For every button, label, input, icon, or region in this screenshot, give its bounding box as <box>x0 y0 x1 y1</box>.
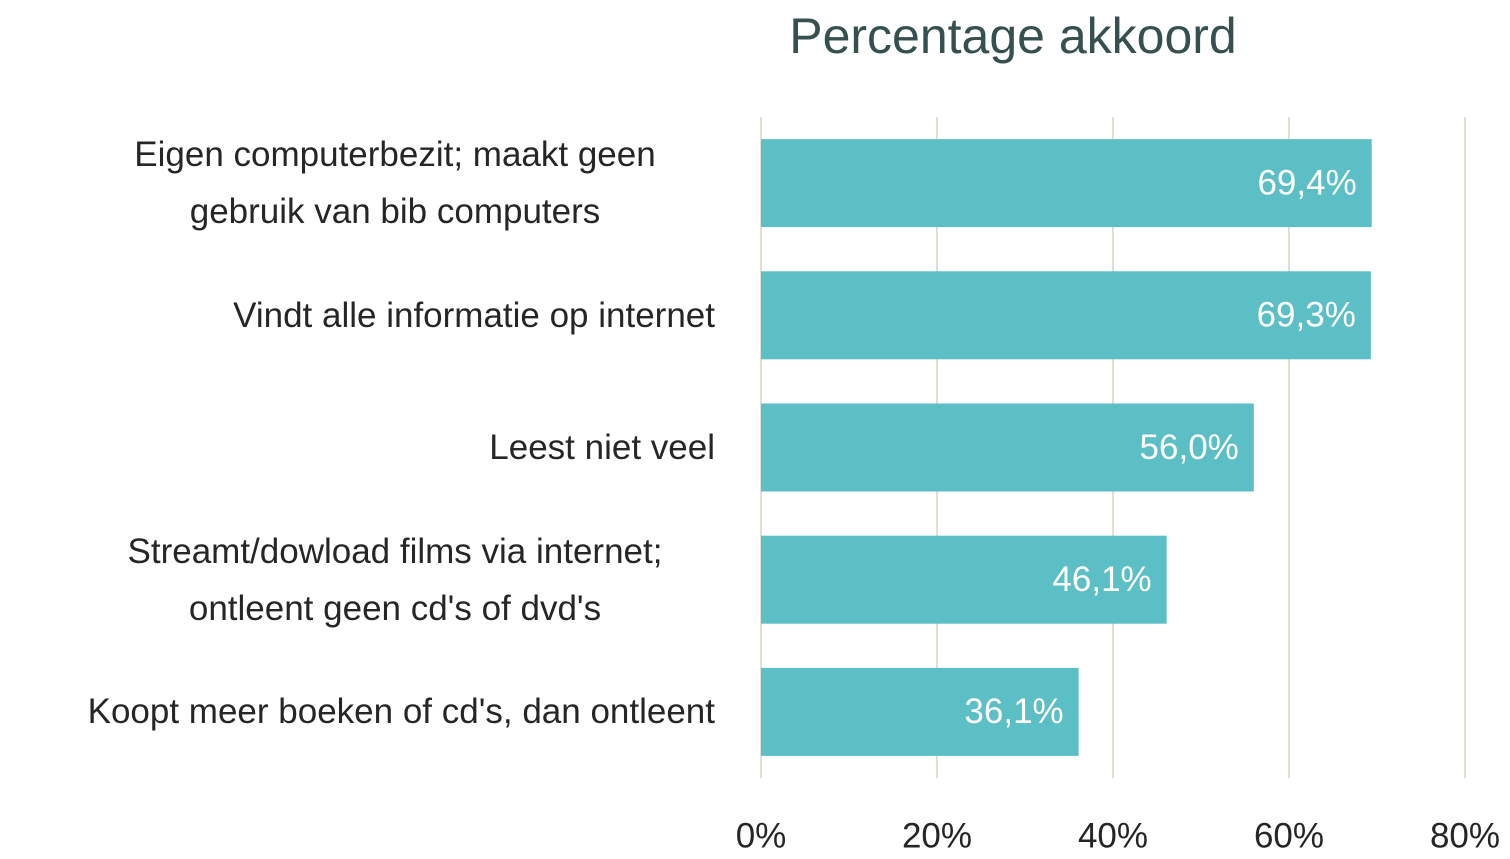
category-label-box: Koopt meer boeken of cd's, dan ontleent <box>0 646 715 778</box>
data-label: 36,1% <box>964 692 1063 731</box>
x-tick-label: 80% <box>1430 816 1500 855</box>
chart-title: Percentage akkoord <box>789 8 1237 64</box>
bar <box>761 667 1079 756</box>
x-tick-label: 40% <box>1078 816 1148 855</box>
y-tick-label: Eigen computerbezit; maakt geen gebruik … <box>134 135 656 231</box>
y-tick-label: Koopt meer boeken of cd's, dan ontleent <box>87 692 715 732</box>
bar <box>761 535 1167 624</box>
x-tick-label: 20% <box>902 816 972 855</box>
bar <box>761 403 1254 492</box>
data-label: 69,3% <box>1257 296 1356 335</box>
category-label-box: Eigen computerbezit; maakt geen gebruik … <box>0 117 715 249</box>
bar <box>761 139 1372 228</box>
x-tick-label: 0% <box>736 816 787 855</box>
y-tick-label: Vindt alle informatie op internet <box>233 295 715 335</box>
data-label: 56,0% <box>1140 428 1239 467</box>
y-tick-label: Leest niet veel <box>489 427 715 467</box>
data-label: 69,4% <box>1257 163 1356 202</box>
x-tick-label: 60% <box>1254 816 1324 855</box>
category-label-box: Vindt alle informatie op internet <box>0 249 715 381</box>
y-tick-label: Streamt/dowload films via internet; ontl… <box>127 531 663 628</box>
category-label-box: Streamt/dowload films via internet; ontl… <box>0 514 715 646</box>
bar <box>761 271 1371 360</box>
data-label: 46,1% <box>1052 560 1151 599</box>
category-label-box: Leest niet veel <box>0 381 715 513</box>
